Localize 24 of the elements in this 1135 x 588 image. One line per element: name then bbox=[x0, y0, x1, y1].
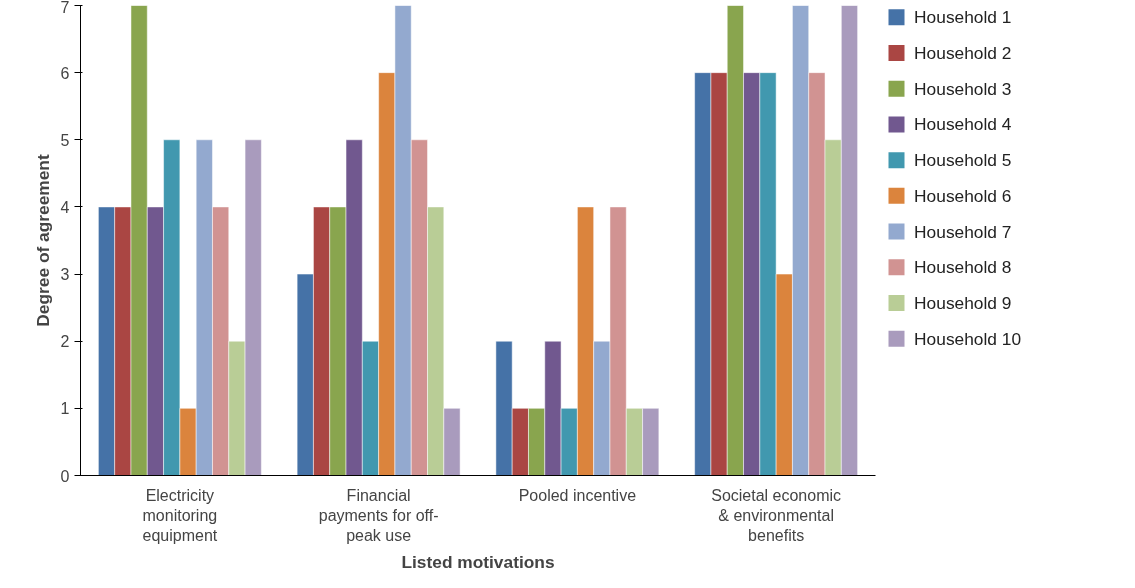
y-tick-label: 3 bbox=[60, 266, 70, 284]
y-axis-title: Degree of agreement bbox=[32, 154, 53, 327]
x-tick-label: Societal economic & environmental benefits bbox=[711, 486, 842, 545]
y-tick-label: 6 bbox=[60, 64, 70, 82]
x-tick-label: Electricity monitoring equipment bbox=[142, 486, 218, 545]
legend-label: Household 5 bbox=[914, 150, 1012, 171]
y-tick-label: 7 bbox=[60, 0, 70, 16]
legend-label: Household 1 bbox=[914, 7, 1012, 28]
legend-label: Household 6 bbox=[914, 185, 1012, 206]
legend-label: Household 9 bbox=[914, 293, 1012, 314]
y-tick-label: 2 bbox=[60, 333, 70, 351]
y-tick-label: 4 bbox=[60, 198, 70, 216]
y-tick-label: 1 bbox=[60, 400, 70, 418]
legend-label: Household 8 bbox=[914, 257, 1012, 278]
legend-label: Household 4 bbox=[914, 114, 1012, 135]
y-tick-label: 5 bbox=[60, 131, 70, 149]
legend-label: Household 2 bbox=[914, 42, 1012, 63]
x-axis-title: Listed motivations bbox=[401, 552, 555, 573]
legend-label: Household 3 bbox=[914, 78, 1012, 99]
x-tick-label: Pooled incentive bbox=[518, 486, 637, 504]
x-tick-label: Financial payments for off-peak use bbox=[318, 486, 439, 545]
legend-label: Household 10 bbox=[914, 328, 1022, 349]
y-tick-label: 0 bbox=[60, 467, 70, 485]
legend-label: Household 7 bbox=[914, 221, 1012, 242]
